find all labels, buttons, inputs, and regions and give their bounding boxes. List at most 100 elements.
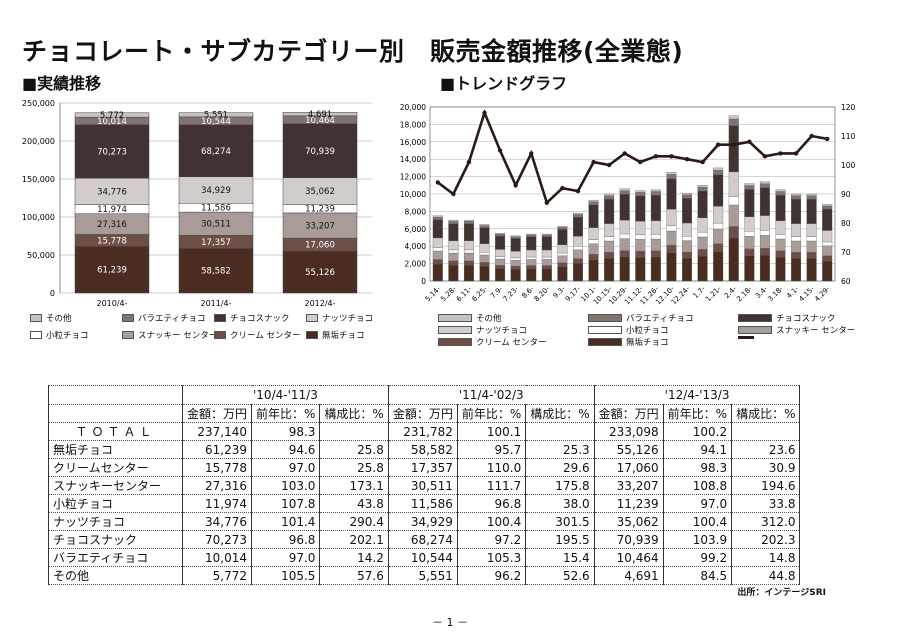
table-cell: 108.8 xyxy=(662,476,733,495)
bar-segment-cream xyxy=(479,262,490,267)
table-cell: 312.0 xyxy=(731,512,801,531)
bar-segment-sonota xyxy=(557,226,568,228)
x-tick-label: 1.21- xyxy=(704,284,723,303)
legend-item: バラエティチョコ xyxy=(122,312,206,324)
bar-segment-nuts xyxy=(759,215,770,231)
table-cell: 70,939 xyxy=(593,530,664,549)
bar-segment-kotsubu xyxy=(822,241,833,246)
page-number: － 1 － xyxy=(432,616,468,629)
bar-segment-sonota xyxy=(713,167,724,171)
bar-segment-muku xyxy=(713,251,724,282)
table-cell: 194.6 xyxy=(731,476,801,495)
bar-segment-cream xyxy=(775,250,786,258)
bar-segment-cream xyxy=(557,262,568,267)
bar-segment-muku xyxy=(650,257,661,282)
bar-segment-choco_snack xyxy=(541,236,552,251)
table-cell: 17,060 xyxy=(593,458,664,477)
table-cell: 25.8 xyxy=(319,440,389,459)
legend-label: 無垢チョコ xyxy=(322,331,365,341)
bar-segment-snacky xyxy=(682,240,692,253)
x-tick-label: 7.23- xyxy=(502,284,521,303)
table-cell: 202.1 xyxy=(319,530,389,549)
table-cell: 10,464 xyxy=(593,548,664,567)
table-row-label: スナッキーセンター xyxy=(48,476,183,495)
bar-segment-variety xyxy=(822,205,833,210)
bar-segment-sonota xyxy=(791,193,802,196)
bar-segment-variety xyxy=(775,191,786,196)
data-label: 30,511 xyxy=(201,220,231,230)
data-label: 11,586 xyxy=(201,204,231,214)
data-label: 15,778 xyxy=(97,236,127,246)
x-tick-label: 2010/4- xyxy=(96,299,127,308)
bar-segment-sonota xyxy=(666,172,677,175)
bar-segment-nuts xyxy=(791,223,802,237)
table-corner-cell xyxy=(48,385,183,405)
bar-segment-nuts xyxy=(728,171,739,197)
bar-segment-nuts xyxy=(666,209,677,226)
bar-segment-kotsubu xyxy=(604,236,615,242)
table-cell: 33.8 xyxy=(731,494,801,513)
legend-swatch xyxy=(306,314,318,322)
trend-point xyxy=(700,159,705,165)
bar-segment-nuts xyxy=(650,220,661,235)
bar-segment-variety xyxy=(682,194,692,199)
bar-segment-snacky xyxy=(650,238,661,252)
plot-frame xyxy=(429,106,836,282)
table-cell: 301.5 xyxy=(525,512,595,531)
bar-segment-muku xyxy=(791,258,802,282)
table-cell: 34,776 xyxy=(181,512,253,531)
bar-segment-nuts xyxy=(74,177,150,205)
legend-label: クリーム センター xyxy=(230,331,301,341)
trend-point xyxy=(747,139,752,144)
table-column-header: 金額：万円 xyxy=(593,404,664,423)
table-row-label: ＴＯＴＡＬ xyxy=(48,422,183,441)
legend-label: 小粒チョコ xyxy=(46,331,89,341)
table-cell: 97.0 xyxy=(251,458,321,477)
data-label: 10,544 xyxy=(201,117,231,127)
table-row-label: 無垢チョコ xyxy=(48,440,183,459)
bar-segment-sonota xyxy=(541,233,552,236)
bar-segment-snacky xyxy=(463,252,474,262)
data-label: 70,273 xyxy=(97,147,127,157)
bar-segment-muku xyxy=(74,246,150,294)
bar-segment-cream xyxy=(822,255,833,262)
table-cell: 96.2 xyxy=(456,566,527,585)
data-label: 27,316 xyxy=(97,220,127,230)
bar-segment-nuts xyxy=(432,237,443,248)
legend-item xyxy=(738,336,758,339)
table-cell: 30,511 xyxy=(387,476,458,495)
trend-point xyxy=(684,157,690,162)
bar-segment-nuts xyxy=(573,236,583,247)
bar-segment-snacky xyxy=(619,238,630,251)
data-label: 34,929 xyxy=(201,186,231,196)
bar-segment-choco_snack xyxy=(588,204,599,228)
bar-segment-snacky xyxy=(635,239,646,252)
x-tick-label: 3.18- xyxy=(766,284,785,303)
bar-segment-muku xyxy=(666,252,677,282)
bar-segment-sonota xyxy=(479,224,490,226)
bar-segment-sonota xyxy=(463,219,474,222)
bar-segment-nuts xyxy=(635,221,646,236)
trend-point xyxy=(435,180,440,185)
x-tick-label: 6.25- xyxy=(470,284,489,303)
table-row-label: ナッツチョコ xyxy=(48,512,183,531)
bar-segment-kotsubu xyxy=(495,256,506,260)
table-cell: 103.9 xyxy=(662,530,733,549)
data-label: 4,691 xyxy=(308,110,332,120)
table-period-header: '12/4-'13/3 xyxy=(593,385,801,405)
bar-segment-variety xyxy=(573,214,583,218)
table-cell xyxy=(731,422,801,441)
legend-label: チョコスナック xyxy=(776,314,836,324)
data-label: 58,582 xyxy=(201,267,231,277)
y-tick-label: 0 xyxy=(50,289,55,298)
table-cell: 94.6 xyxy=(251,440,321,459)
legend-swatch xyxy=(438,326,472,334)
bar-segment-sonota xyxy=(588,199,599,202)
bar-segment-cream xyxy=(619,250,630,258)
bar-segment-choco_snack xyxy=(619,194,630,221)
bar-segment-sonota xyxy=(573,212,583,215)
table-cell xyxy=(525,422,595,441)
legend-item: その他 xyxy=(438,312,502,324)
y-tick-label: 10,000 xyxy=(400,190,426,199)
legend-label: バラエティチョコ xyxy=(626,314,694,324)
